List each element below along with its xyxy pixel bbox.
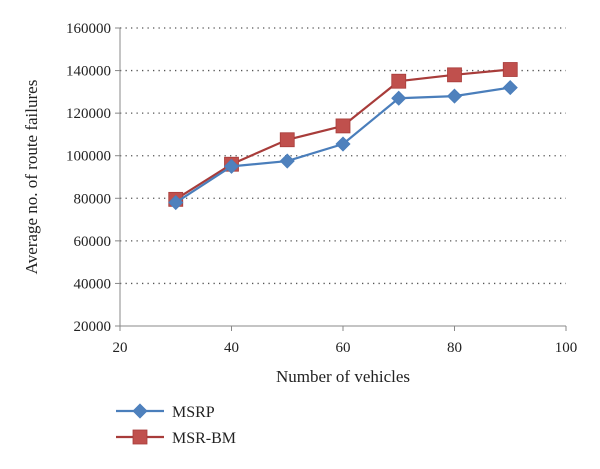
series [168,62,518,211]
x-tick-label-3: 80 [447,340,462,356]
axes [119,28,566,327]
y-tick-label-2: 60000 [74,234,112,250]
x-tick-label-4: 100 [555,340,578,356]
legend-label-msrp: MSRP [172,404,215,421]
legend-item-msr-bm: MSR-BM [116,429,236,447]
data-point-msrp-2 [279,153,295,169]
grid-lines [120,27,566,285]
y-tick-label-3: 80000 [74,191,112,207]
y-tick-label-7: 160000 [66,21,111,37]
data-point-msr-bm-5 [447,67,462,83]
legend-marker-msr-bm [132,429,148,445]
data-point-msr-bm-6 [502,62,518,77]
data-point-msrp-1 [223,158,240,174]
y-tick-labels: 20000 40000 60000 80000 100000 120000 140000 16… [66,21,120,335]
data-point-msr-bm-3 [335,118,351,134]
x-tick-labels: 20 40 60 80 100 [113,326,578,356]
data-point-msr-bm-2 [279,132,295,148]
y-tick-label-0: 20000 [74,319,112,335]
y-tick-label-5: 120000 [66,106,111,122]
x-tick-label-2: 60 [336,340,351,356]
data-point-msrp-3 [335,136,351,152]
data-point-msrp-6 [502,80,518,96]
legend-item-msrp: MSRP [116,403,215,421]
y-tick-label-6: 140000 [66,64,111,80]
x-tick-label-0: 20 [113,340,128,356]
x-tick-label-1: 40 [224,340,239,356]
data-point-msr-bm-4 [391,73,407,89]
series-line-msr-bm [175,68,511,201]
data-point-msrp-0 [168,194,184,211]
data-point-msrp-4 [391,90,407,106]
x-axis-title: Number of vehicles [276,367,410,386]
legend-marker-msrp [132,403,148,419]
y-axis-title: Average no. of route failures [22,80,41,275]
data-point-msrp-5 [446,88,463,104]
legend: MSRP MSR-BM [116,403,236,447]
y-tick-label-4: 100000 [66,149,111,165]
series-msr-bm [168,62,518,207]
series-msrp [168,80,518,211]
legend-label-msr-bm: MSR-BM [172,430,236,447]
y-tick-label-1: 40000 [74,276,112,292]
